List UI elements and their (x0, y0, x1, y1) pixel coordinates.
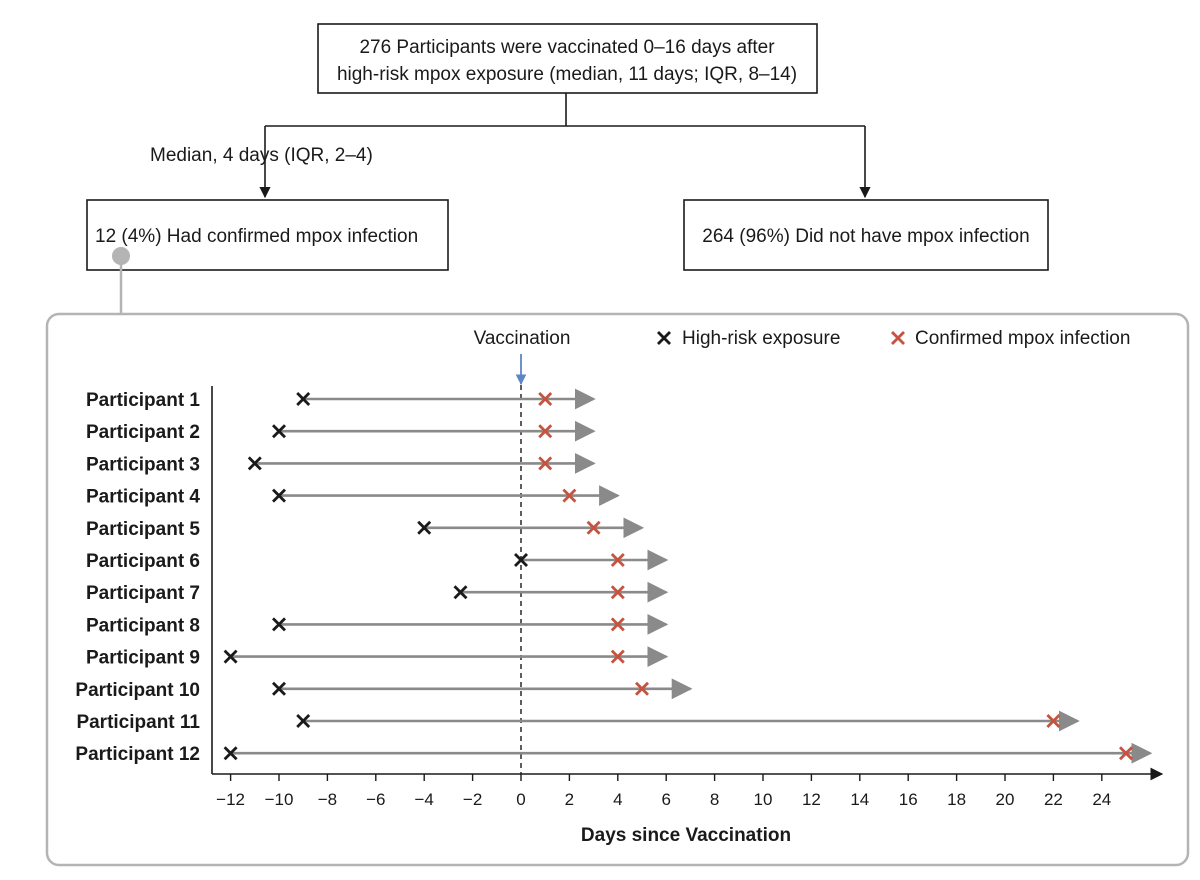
x-tick-label: −8 (318, 790, 337, 809)
infection-marker (610, 649, 625, 664)
participant-label: Participant 11 (76, 712, 200, 733)
exposure-marker (272, 681, 286, 696)
infection-marker (610, 553, 625, 567)
legend-exposure-marker (657, 331, 671, 345)
chart-content: −12 −10 −8 −6 −4 −2 0 2 4 6 8 10 12 14 16 18 20 22 24Parti… (75, 354, 1164, 809)
exposure-marker (514, 553, 528, 567)
top-box (317, 23, 818, 94)
x-tick-label: −2 (463, 790, 482, 809)
exposure-marker (417, 520, 432, 535)
infection-marker (586, 520, 601, 535)
infection-marker (538, 392, 553, 406)
infection-marker (562, 488, 577, 503)
x-tick-label: 10 (754, 790, 773, 809)
legend-exposure-label: High-risk exposure (682, 328, 840, 349)
participant-label: Participant 12 (75, 744, 200, 765)
exposure-marker (223, 746, 238, 761)
x-tick-label: 0 (516, 790, 525, 809)
x-axis-title: Days since Vaccination (581, 825, 791, 846)
x-tick-label: −4 (415, 790, 434, 809)
x-tick-label: 8 (710, 790, 719, 809)
legend-infection-marker (891, 331, 905, 345)
participant-label: Participant 1 (86, 390, 200, 411)
exposure-marker (272, 424, 286, 439)
legend-exposure: High-risk exposure (657, 328, 840, 349)
right-box (683, 199, 1049, 271)
x-tick-label: 22 (1044, 790, 1063, 809)
left-box (86, 199, 449, 271)
participant-label: Participant 9 (86, 648, 200, 669)
participant-label: Participant 3 (86, 454, 200, 475)
x-tick-label: 4 (613, 790, 622, 809)
x-tick-label: 24 (1092, 790, 1111, 809)
left-box-text: 12 (4%) Had confirmed mpox infection (95, 226, 418, 247)
x-tick-label: 18 (947, 790, 966, 809)
top-box-line2: high-risk mpox exposure (median, 11 days… (337, 64, 797, 85)
top-box-line1: 276 Participants were vaccinated 0–16 da… (359, 37, 775, 58)
participant-label: Participant 10 (75, 680, 200, 701)
participant-label: Participant 2 (86, 422, 200, 443)
participant-label: Participant 5 (86, 519, 200, 540)
median-label: Median, 4 days (IQR, 2–4) (150, 145, 373, 166)
x-tick-label: 14 (850, 790, 869, 809)
legend-infection: Confirmed mpox infection (891, 328, 1130, 349)
infection-marker (610, 585, 625, 600)
exposure-marker (223, 649, 238, 664)
chart-panel (45, 312, 1190, 867)
x-tick-label: 12 (802, 790, 821, 809)
x-tick-label: −6 (366, 790, 385, 809)
x-tick-label: 16 (899, 790, 918, 809)
infection-marker (610, 617, 625, 632)
infection-marker (538, 456, 553, 471)
x-tick-label: 2 (565, 790, 574, 809)
exposure-marker (453, 585, 468, 600)
infection-marker (635, 681, 649, 696)
infection-marker (1119, 746, 1133, 761)
participant-label: Participant 4 (86, 487, 200, 508)
right-box-text: 264 (96%) Did not have mpox infection (702, 226, 1029, 247)
x-tick-label: −12 (216, 790, 245, 809)
exposure-marker (247, 456, 262, 471)
legend-infection-label: Confirmed mpox infection (915, 328, 1130, 349)
participant-label: Participant 6 (86, 551, 200, 572)
exposure-marker (272, 488, 286, 503)
vaccination-label: Vaccination (474, 328, 571, 349)
x-tick-label: −10 (265, 790, 294, 809)
infection-marker (1046, 714, 1061, 728)
exposure-marker (296, 392, 311, 406)
exposure-marker (296, 714, 311, 728)
x-tick-label: 6 (661, 790, 670, 809)
x-tick-label: 20 (996, 790, 1015, 809)
exposure-marker (272, 617, 286, 632)
participant-label: Participant 8 (86, 615, 200, 636)
infection-marker (538, 424, 553, 439)
participant-label: Participant 7 (86, 583, 200, 604)
